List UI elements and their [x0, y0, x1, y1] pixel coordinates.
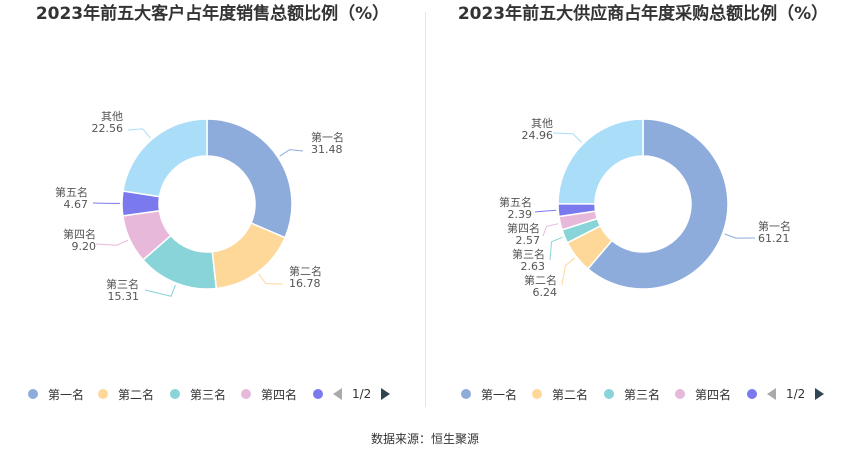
- legend-marker: [604, 389, 614, 399]
- slice-value-label: 16.78: [289, 277, 321, 290]
- legend-label: 第二名: [552, 387, 589, 402]
- next-page-icon[interactable]: [815, 388, 825, 400]
- slice-value-label: 31.48: [311, 143, 343, 156]
- legend-label: 第四名: [695, 387, 732, 402]
- legend-item[interactable]: 第四名: [241, 384, 297, 404]
- legend-label: 第四名: [261, 387, 298, 402]
- slice-value-label: 22.56: [92, 122, 124, 135]
- legend-marker: [28, 389, 38, 399]
- slice-value-label: 61.21: [758, 232, 790, 245]
- slice-category-label: 第三名: [512, 247, 545, 261]
- slice-value-label: 2.57: [516, 234, 541, 247]
- chart-title: 2023年前五大供应商占年度采购总额比例（%）: [457, 4, 829, 24]
- slice-value-label: 15.31: [108, 290, 140, 303]
- slice-category-label: 第二名: [524, 273, 557, 287]
- leader-line: [144, 284, 176, 297]
- legend-marker[interactable]: [747, 389, 757, 399]
- leader-line: [95, 239, 129, 246]
- legend-marker: [532, 389, 542, 399]
- slice-category-label: 第四名: [507, 221, 540, 235]
- slice-category-label: 其他: [531, 117, 553, 130]
- legend-marker: [241, 389, 251, 399]
- legend-item[interactable]: 第三名: [170, 384, 226, 404]
- slice-value-label: 24.96: [522, 129, 554, 142]
- slice-category-label: 第五名: [499, 195, 532, 209]
- legend-label: 第一名: [48, 387, 85, 402]
- legend-marker[interactable]: [313, 389, 323, 399]
- leader-line: [279, 149, 304, 157]
- page-indicator: 1/2: [352, 387, 372, 401]
- slice-value-label: 4.67: [64, 198, 89, 211]
- next-page-icon[interactable]: [381, 388, 391, 400]
- donut-slice-1[interactable]: [206, 118, 293, 239]
- legend-marker: [461, 389, 471, 399]
- page-indicator: 1/2: [786, 387, 806, 401]
- slice-value-label: 2.39: [508, 208, 533, 221]
- legend-pager: 1/2: [333, 384, 391, 404]
- leader-line: [724, 233, 756, 239]
- legend-marker: [98, 389, 108, 399]
- legend-item[interactable]: 第二名: [98, 384, 154, 404]
- chart-legend: 第一名 第二名 第三名 第四名 1/2: [425, 384, 850, 404]
- slice-category-label: 第五名: [55, 185, 88, 199]
- chart-legend: 第一名 第二名 第三名 第四名 1/2: [0, 384, 425, 404]
- donut-slice-6[interactable]: [557, 118, 644, 205]
- legend-marker: [170, 389, 180, 399]
- legend-item[interactable]: 第一名: [461, 384, 517, 404]
- slice-value-label: 9.20: [72, 240, 97, 253]
- donut-slice-6[interactable]: [122, 118, 208, 198]
- leader-line: [552, 132, 582, 143]
- legend-label: 第一名: [481, 387, 518, 402]
- prev-page-icon[interactable]: [333, 388, 342, 400]
- slice-category-label: 其他: [101, 110, 123, 123]
- supplier-chart-panel: 2023年前五大供应商占年度采购总额比例（%） 第一名 61.21 第二名 6.24 第…: [425, 0, 850, 420]
- legend-label: 第三名: [624, 387, 661, 402]
- legend-label: 第二名: [118, 387, 155, 402]
- donut-slice-1[interactable]: [586, 118, 729, 290]
- donut-slice-2[interactable]: [211, 222, 287, 290]
- leader-line: [542, 223, 559, 237]
- legend-item[interactable]: 第四名: [675, 384, 731, 404]
- legend-pager: 1/2: [767, 384, 825, 404]
- slice-category-label: 第一名: [311, 130, 344, 144]
- prev-page-icon[interactable]: [767, 388, 776, 400]
- slice-category-label: 第三名: [106, 277, 139, 291]
- data-source: 数据来源：恒生聚源: [370, 432, 479, 446]
- legend-item[interactable]: 第三名: [604, 384, 660, 404]
- panel-divider: [425, 12, 426, 407]
- leader-line: [127, 128, 151, 139]
- legend-item[interactable]: 第二名: [532, 384, 588, 404]
- leader-line: [549, 236, 563, 261]
- slice-category-label: 第四名: [63, 227, 96, 241]
- leader-line: [534, 209, 557, 213]
- slice-value-label: 2.63: [521, 260, 546, 273]
- leader-line: [561, 257, 576, 286]
- customer-chart-panel: 2023年前五大客户占年度销售总额比例（%） 第一名 31.48 第二名 16.78 第…: [0, 0, 425, 420]
- leader-line: [258, 273, 284, 285]
- chart-title: 2023年前五大客户占年度销售总额比例（%）: [35, 4, 390, 24]
- legend-marker: [675, 389, 685, 399]
- legend-label: 第三名: [190, 387, 227, 402]
- slice-category-label: 第一名: [758, 219, 791, 233]
- legend-item[interactable]: 第一名: [28, 384, 84, 404]
- slice-value-label: 6.24: [533, 286, 558, 299]
- slice-category-label: 第二名: [289, 264, 322, 278]
